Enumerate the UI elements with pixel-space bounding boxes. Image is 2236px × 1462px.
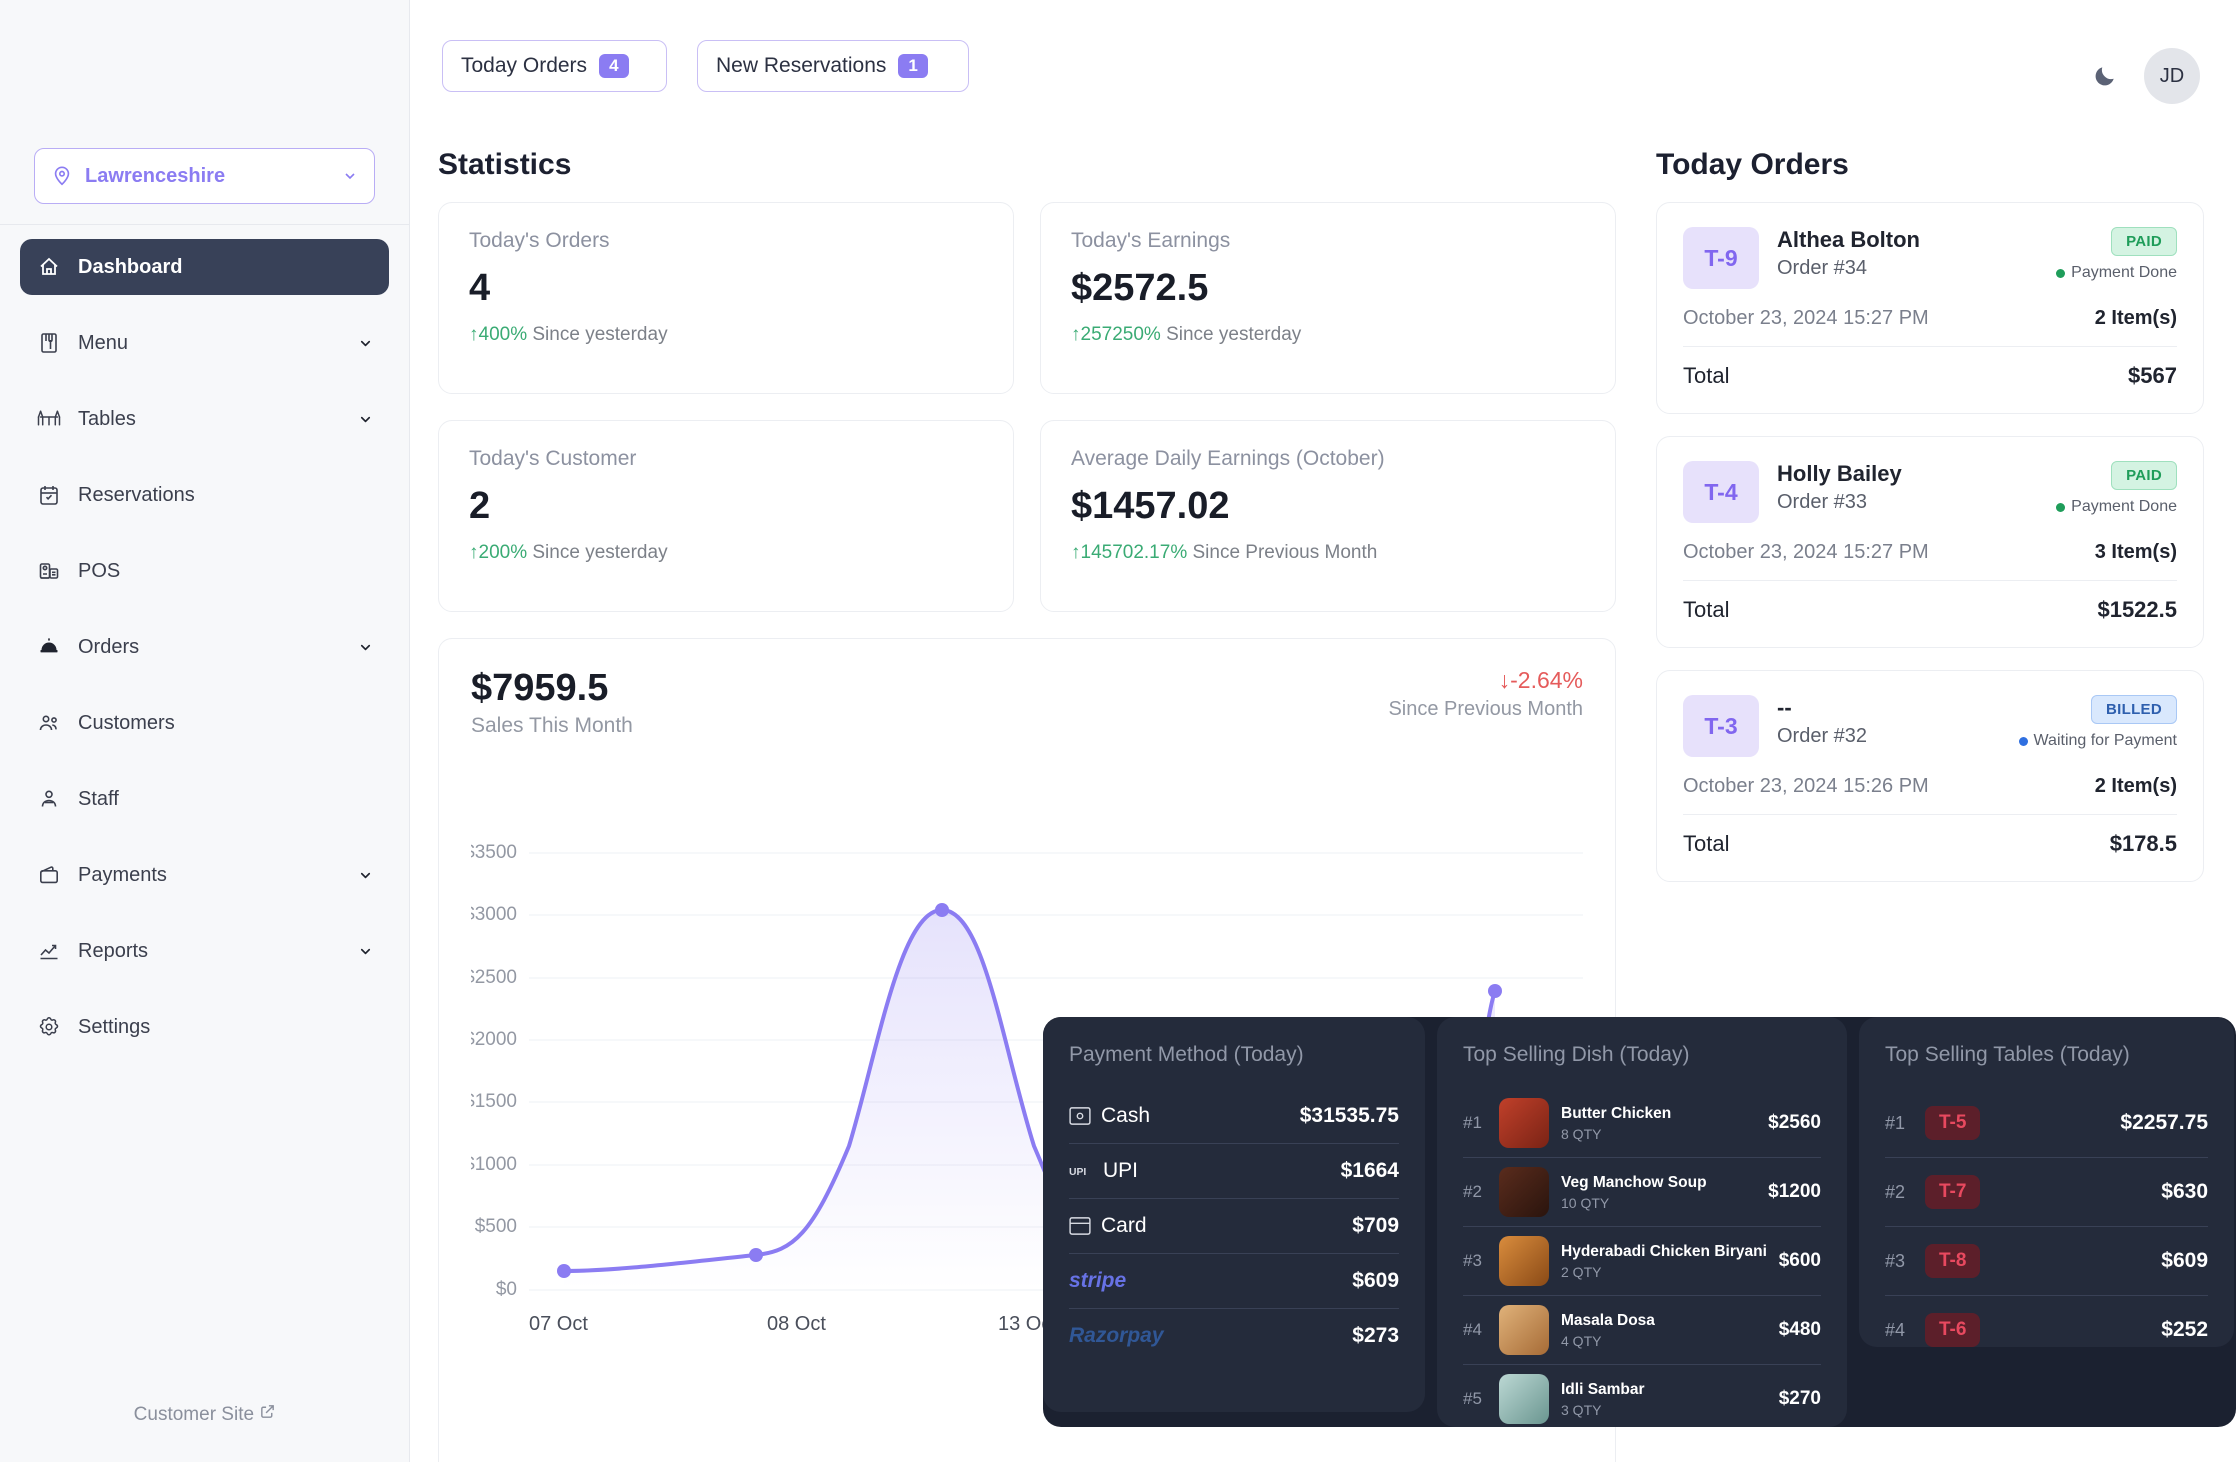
svg-text:$3500: $3500 xyxy=(471,842,517,863)
svg-text:$500: $500 xyxy=(475,1216,517,1237)
svg-text:$3000: $3000 xyxy=(471,904,517,925)
svg-text:07 Oct: 07 Oct xyxy=(529,1313,588,1335)
svg-text:$1500: $1500 xyxy=(471,1091,517,1112)
svg-text:$2500: $2500 xyxy=(471,967,517,988)
svg-text:08 Oct: 08 Oct xyxy=(767,1313,826,1335)
svg-text:$2000: $2000 xyxy=(471,1029,517,1050)
svg-text:$1000: $1000 xyxy=(471,1154,517,1175)
svg-text:UPI: UPI xyxy=(1069,1167,1086,1178)
svg-text:$0: $0 xyxy=(496,1279,517,1300)
